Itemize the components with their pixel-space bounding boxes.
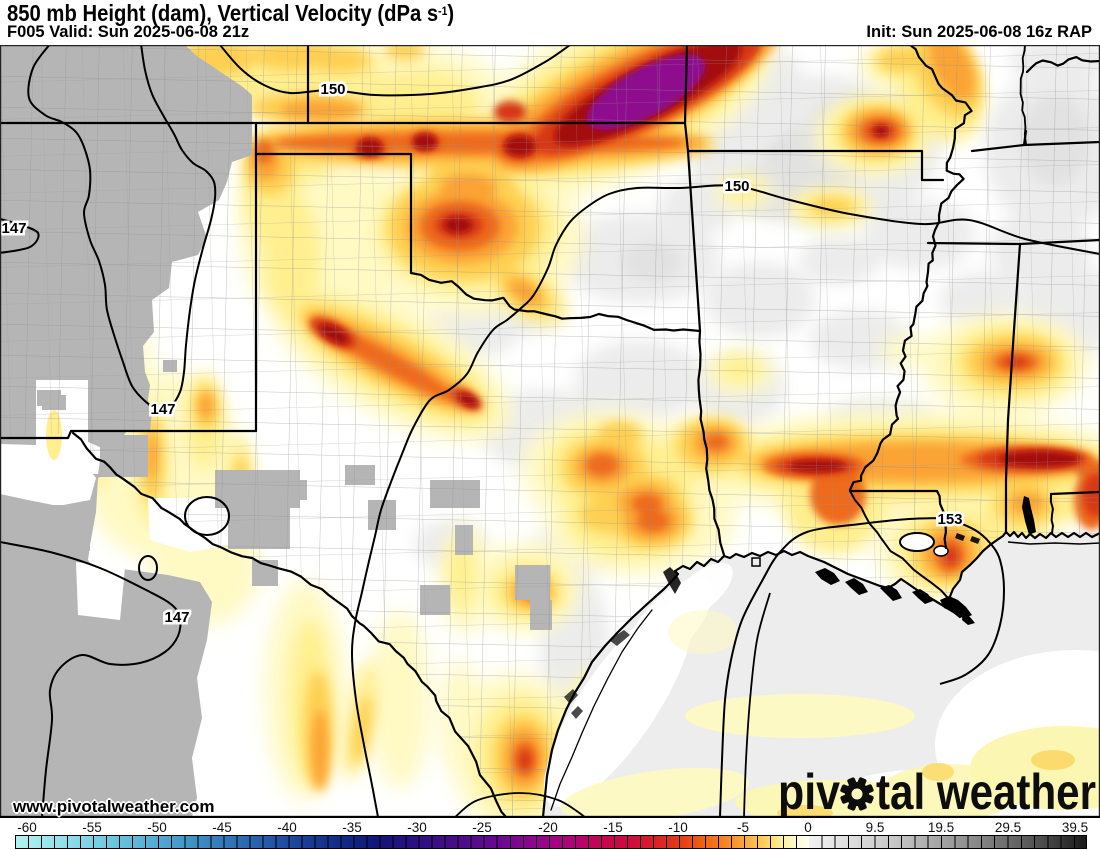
svg-text:147: 147 [150, 401, 175, 418]
svg-text:147: 147 [164, 609, 189, 626]
svg-text:150: 150 [320, 81, 345, 98]
svg-text:153: 153 [937, 511, 962, 528]
svg-text:piv: piv [778, 764, 840, 817]
svg-text:147: 147 [1, 220, 26, 237]
svg-text:tal weather: tal weather [876, 764, 1096, 817]
svg-text:150: 150 [724, 178, 749, 195]
